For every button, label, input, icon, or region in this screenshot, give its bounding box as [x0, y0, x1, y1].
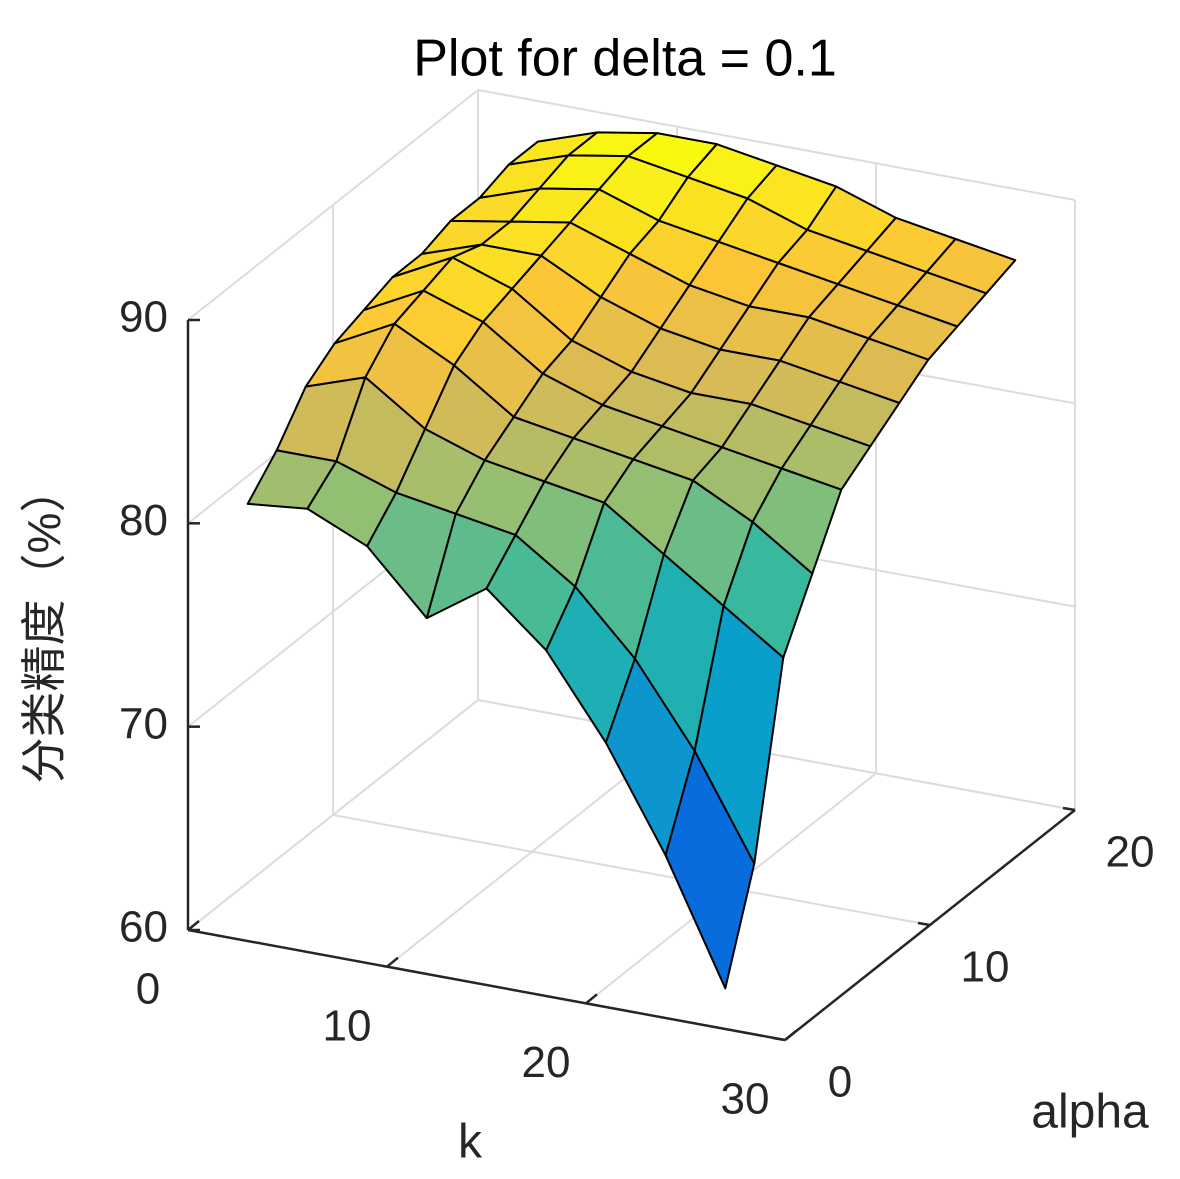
grid-line	[477, 699, 1076, 811]
surface-face	[664, 750, 756, 990]
grid-line	[187, 699, 479, 931]
z-axis-label: 分类精度（%）	[18, 467, 70, 784]
grid-line	[187, 89, 479, 321]
grid-line	[332, 814, 931, 926]
x-tick	[585, 993, 598, 1005]
y-axis-label: alpha	[1031, 1086, 1149, 1139]
z-tick-label: 80	[119, 496, 168, 545]
x-tick-label: 30	[721, 1075, 770, 1124]
x-axis	[187, 928, 786, 1042]
y-tick-label: 10	[961, 943, 1010, 992]
x-tick-label: 0	[136, 965, 160, 1014]
x-tick	[784, 1030, 797, 1041]
y-tick	[917, 921, 931, 927]
y-tick-label: 20	[1106, 828, 1155, 877]
x-tick-label: 10	[323, 1001, 372, 1050]
x-tick	[386, 956, 399, 968]
y-tick	[772, 1036, 786, 1042]
z-tick-label: 70	[119, 699, 168, 748]
z-tick-label: 90	[119, 293, 168, 342]
y-tick	[1062, 806, 1076, 812]
x-tick	[187, 920, 200, 931]
y-tick-label: 0	[828, 1058, 852, 1107]
chart-title: Plot for delta = 0.1	[413, 30, 837, 88]
x-axis-label: k	[458, 1116, 483, 1169]
x-tick-label: 20	[522, 1038, 571, 1087]
grid-line	[477, 89, 1076, 201]
z-tick-label: 60	[119, 903, 168, 952]
